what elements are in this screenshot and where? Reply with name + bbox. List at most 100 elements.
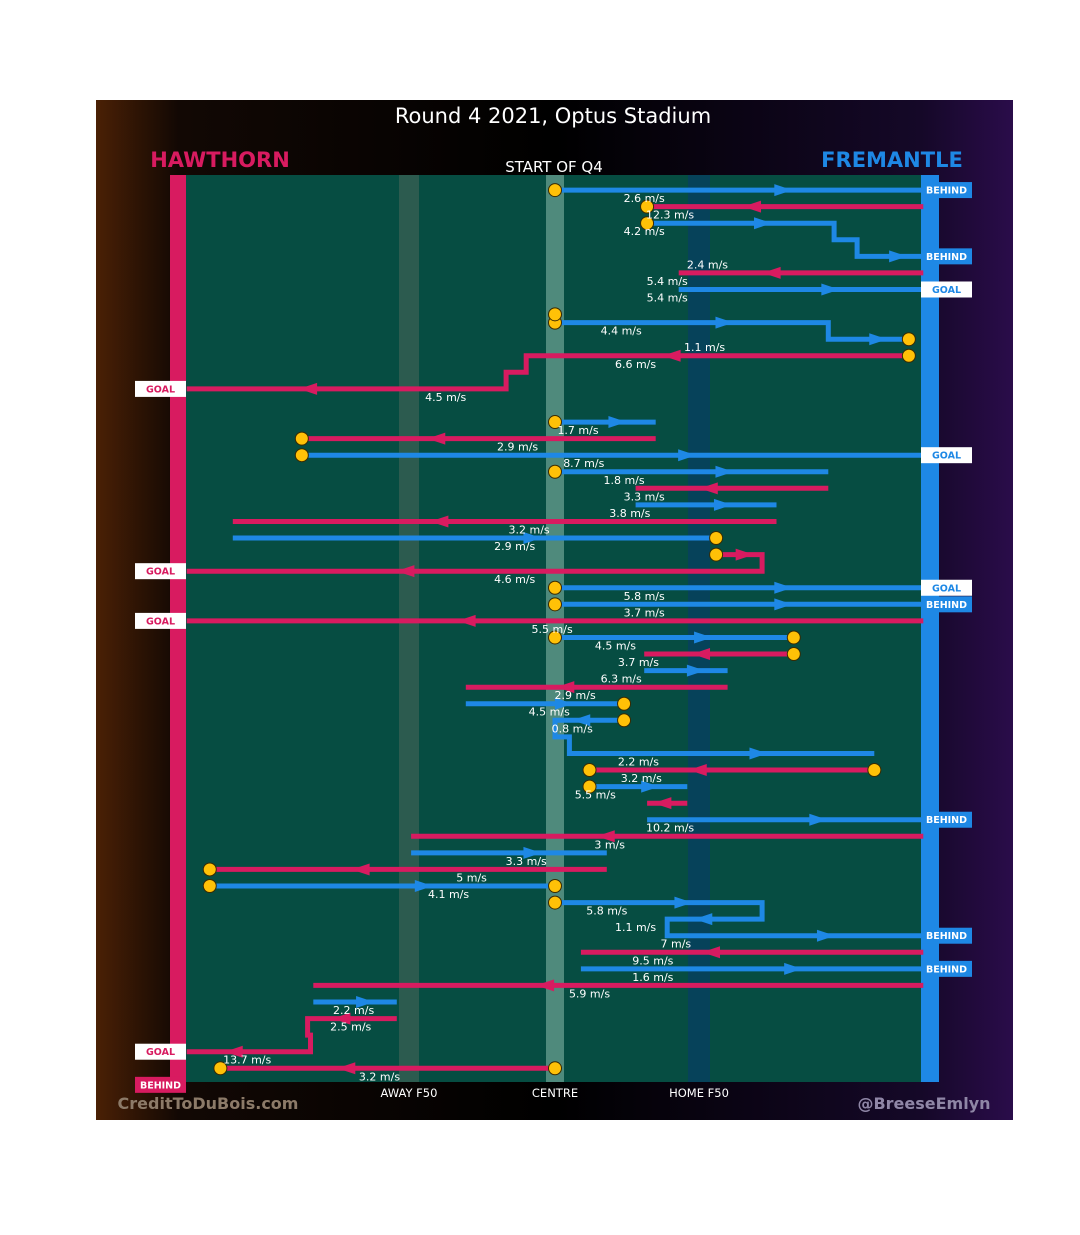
speed-label: 1.6 m/s [632,971,673,984]
arrow-fre [869,333,888,346]
score-tag-goal [135,1043,186,1060]
arrow-haw [351,863,370,876]
ball-marker [548,415,562,430]
arrow-fre [774,598,793,611]
score-tag-label: BEHIND [926,600,967,611]
arrow-haw [299,382,318,395]
speed-label: 4.4 m/s [601,325,642,338]
speed-label: 2.4 m/s [687,258,728,271]
arrow-haw [332,1012,351,1025]
speed-label: 5.5 m/s [532,623,573,636]
arrow-haw [536,979,555,992]
arrow-fre [694,631,713,644]
arrow-haw [692,648,711,661]
score-tag-behind [921,960,972,977]
score-tag-label: GOAL [146,1047,175,1058]
score-tag-label: BEHIND [926,964,967,975]
x-tick-away-f50: AWAY F50 [381,1086,438,1100]
score-tag-goal [135,380,186,397]
arrow-haw [701,946,720,959]
score-tag-goal [135,612,186,629]
score-tag-label: GOAL [146,616,175,627]
speed-label: 1.1 m/s [615,921,656,934]
score-tag-label: BEHIND [140,1080,181,1091]
speed-label: 5.4 m/s [647,291,688,304]
ball-marker [548,630,562,645]
x-tick-centre: CENTRE [532,1086,578,1100]
arrow-haw [457,614,476,627]
arrow-fre [641,780,660,793]
speed-label: 2.5 m/s [330,1021,371,1034]
ball-marker [548,183,562,198]
arrow-fre [523,532,542,545]
ball-marker [548,464,562,479]
arrow-fre [356,996,375,1008]
ball-marker [548,895,562,910]
score-tag-label: BEHIND [926,815,967,826]
score-tag-goal [135,563,186,580]
arrow-fre [774,581,793,594]
speed-label: 1.7 m/s [557,424,598,437]
score-tag-label: GOAL [146,567,175,578]
x-tick-home-f50: HOME F50 [669,1086,729,1100]
speed-label: 4.5 m/s [425,391,466,404]
ball-marker [548,307,562,322]
speed-label: 4.2 m/s [624,225,665,238]
arrow-haw [762,266,781,279]
credit-left: CreditToDuBois.com [118,1094,299,1113]
ball-marker [548,1061,562,1076]
speed-label: 9.5 m/s [632,954,673,967]
score-tag-behind [135,1076,186,1093]
chain-path-fre [555,900,924,939]
arrow-haw [688,764,707,777]
score-tag-goal [921,281,972,298]
score-tag-label: GOAL [146,384,175,395]
score-tag-label: BEHIND [926,186,967,197]
chain-path-haw [186,1016,397,1055]
ball-marker [617,696,632,711]
arrow-fre [816,929,835,942]
ball-marker [640,199,655,214]
arrow-haw [743,200,762,213]
fremantle-label: FREMANTLE [821,148,963,172]
speed-label: 3.2 m/s [621,772,662,785]
direction-arrows [224,184,908,1075]
speed-label: 4.5 m/s [595,639,636,652]
speed-label: 8.7 m/s [563,457,604,470]
score-tag-label: GOAL [932,583,961,594]
arrow-haw [337,1062,356,1075]
arrow-fre [694,913,713,926]
chain-path-haw [186,353,909,392]
arrow-fre [715,465,734,478]
score-tag-goal [921,447,972,464]
speed-label: 2.6 m/s [624,192,665,205]
speed-label: 2.9 m/s [497,441,538,454]
chain-path-fre [555,320,909,342]
speed-label: 2.2 m/s [618,755,659,768]
speed-label: 4.6 m/s [494,573,535,586]
speed-label: 5 m/s [456,871,487,884]
ball-marker [202,862,217,877]
score-tag-behind [921,927,972,944]
ball-marker [617,713,632,728]
score-tag-goal [921,579,972,596]
speed-label: 3.3 m/s [506,855,547,868]
speed-label: 1.1 m/s [684,341,725,354]
arrow-fre [809,813,828,826]
arrow-fre [821,283,840,296]
speed-label: 4.1 m/s [428,888,469,901]
arrow-haw [653,797,672,810]
speed-label: 5.8 m/s [624,590,665,603]
ball-marker [548,580,562,595]
arrow-fre [554,697,573,710]
arrow-haw [224,1045,243,1058]
speed-label: 3.7 m/s [618,656,659,669]
speed-label: 2.2 m/s [333,1004,374,1017]
ball-marker [786,647,801,662]
speed-label: 7 m/s [661,938,692,951]
speed-label: 3.8 m/s [609,507,650,520]
ball-marker [582,763,597,778]
arrow-haw [662,349,681,362]
ball-marker [867,763,882,778]
ball-marker [213,1061,228,1076]
